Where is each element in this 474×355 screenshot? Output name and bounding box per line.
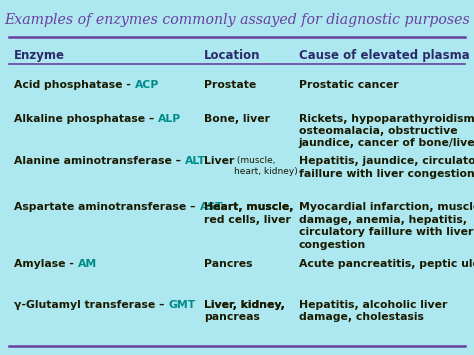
Text: Examples of enzymes commonly assayed for diagnostic purposes: Examples of enzymes commonly assayed for… xyxy=(4,12,470,27)
Text: Bone, liver: Bone, liver xyxy=(204,114,270,124)
Text: Amylase -: Amylase - xyxy=(14,259,78,269)
Text: Alkaline phosphatase –: Alkaline phosphatase – xyxy=(14,114,158,124)
Text: Enzyme: Enzyme xyxy=(14,49,65,61)
Text: Hepatitis, alcoholic liver
damage, cholestasis: Hepatitis, alcoholic liver damage, chole… xyxy=(299,300,447,322)
Text: (muscle,
heart, kidney): (muscle, heart, kidney) xyxy=(234,156,298,176)
Text: Cause of elevated plasma level: Cause of elevated plasma level xyxy=(299,49,474,61)
Text: Liver: Liver xyxy=(204,156,234,166)
Text: Acid phosphatase -: Acid phosphatase - xyxy=(14,80,135,90)
Text: Prostatic cancer: Prostatic cancer xyxy=(299,80,398,90)
Text: AM: AM xyxy=(78,259,97,269)
Text: Heart, muscle,: Heart, muscle, xyxy=(204,202,293,212)
Text: Heart, muscle,
red cells, liver: Heart, muscle, red cells, liver xyxy=(204,202,293,225)
Text: ALP: ALP xyxy=(158,114,182,124)
Text: AST: AST xyxy=(200,202,223,212)
Text: γ-Glutamyl transferase –: γ-Glutamyl transferase – xyxy=(14,300,168,310)
Text: ALT: ALT xyxy=(185,156,206,166)
Text: Location: Location xyxy=(204,49,260,61)
Text: Prostate: Prostate xyxy=(204,80,256,90)
Text: Liver, kidney,
pancreas: Liver, kidney, pancreas xyxy=(204,300,285,322)
Text: Alanine aminotransferase –: Alanine aminotransferase – xyxy=(14,156,185,166)
Text: Myocardial infarction, muscle
damage, anemia, hepatitis,
circulatory faillure wi: Myocardial infarction, muscle damage, an… xyxy=(299,202,474,250)
Text: ACP: ACP xyxy=(135,80,159,90)
Text: Aspartate aminotransferase –: Aspartate aminotransferase – xyxy=(14,202,200,212)
Text: Liver, kidney,: Liver, kidney, xyxy=(204,300,285,310)
Text: Pancres: Pancres xyxy=(204,259,252,269)
Text: Hepatitis, jaundice, circulatory
faillure with liver congestion: Hepatitis, jaundice, circulatory faillur… xyxy=(299,156,474,179)
Text: Acute pancreatitis, peptic ulcer: Acute pancreatitis, peptic ulcer xyxy=(299,259,474,269)
Text: Rickets, hypoparathyroidism,
osteomalacia, obstructive
jaundice, cancer of bone/: Rickets, hypoparathyroidism, osteomalaci… xyxy=(299,114,474,148)
Text: GMT: GMT xyxy=(168,300,196,310)
